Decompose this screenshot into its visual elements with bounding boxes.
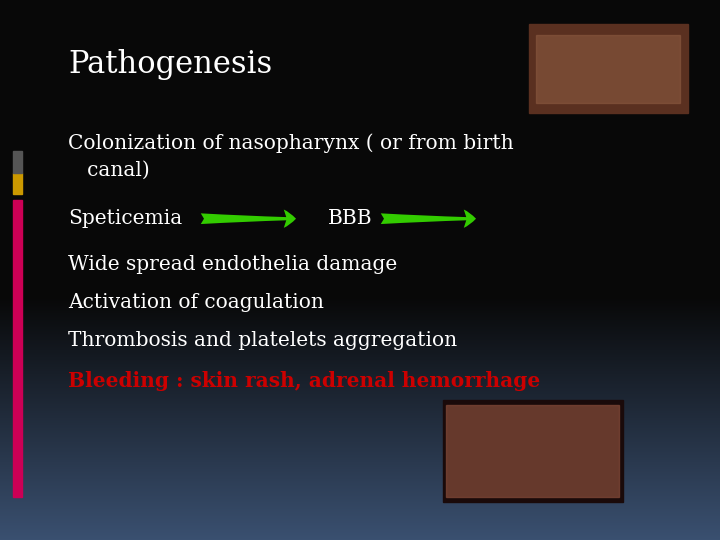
Text: Pathogenesis: Pathogenesis — [68, 49, 273, 79]
Text: BBB: BBB — [328, 209, 372, 228]
Bar — [13, 173, 22, 194]
Text: canal): canal) — [68, 160, 150, 180]
Bar — [13, 151, 22, 173]
Bar — [13, 200, 22, 497]
Bar — [529, 24, 688, 113]
Bar — [536, 35, 680, 103]
Bar — [446, 405, 619, 497]
Text: Activation of coagulation: Activation of coagulation — [68, 293, 324, 312]
Text: Thrombosis and platelets aggregation: Thrombosis and platelets aggregation — [68, 330, 457, 350]
Text: Colonization of nasopharynx ( or from birth: Colonization of nasopharynx ( or from bi… — [68, 133, 514, 153]
Bar — [443, 400, 623, 502]
Text: Bleeding : skin rash, adrenal hemorrhage: Bleeding : skin rash, adrenal hemorrhage — [68, 370, 541, 391]
Text: Wide spread endothelia damage: Wide spread endothelia damage — [68, 255, 397, 274]
Text: Speticemia: Speticemia — [68, 209, 183, 228]
